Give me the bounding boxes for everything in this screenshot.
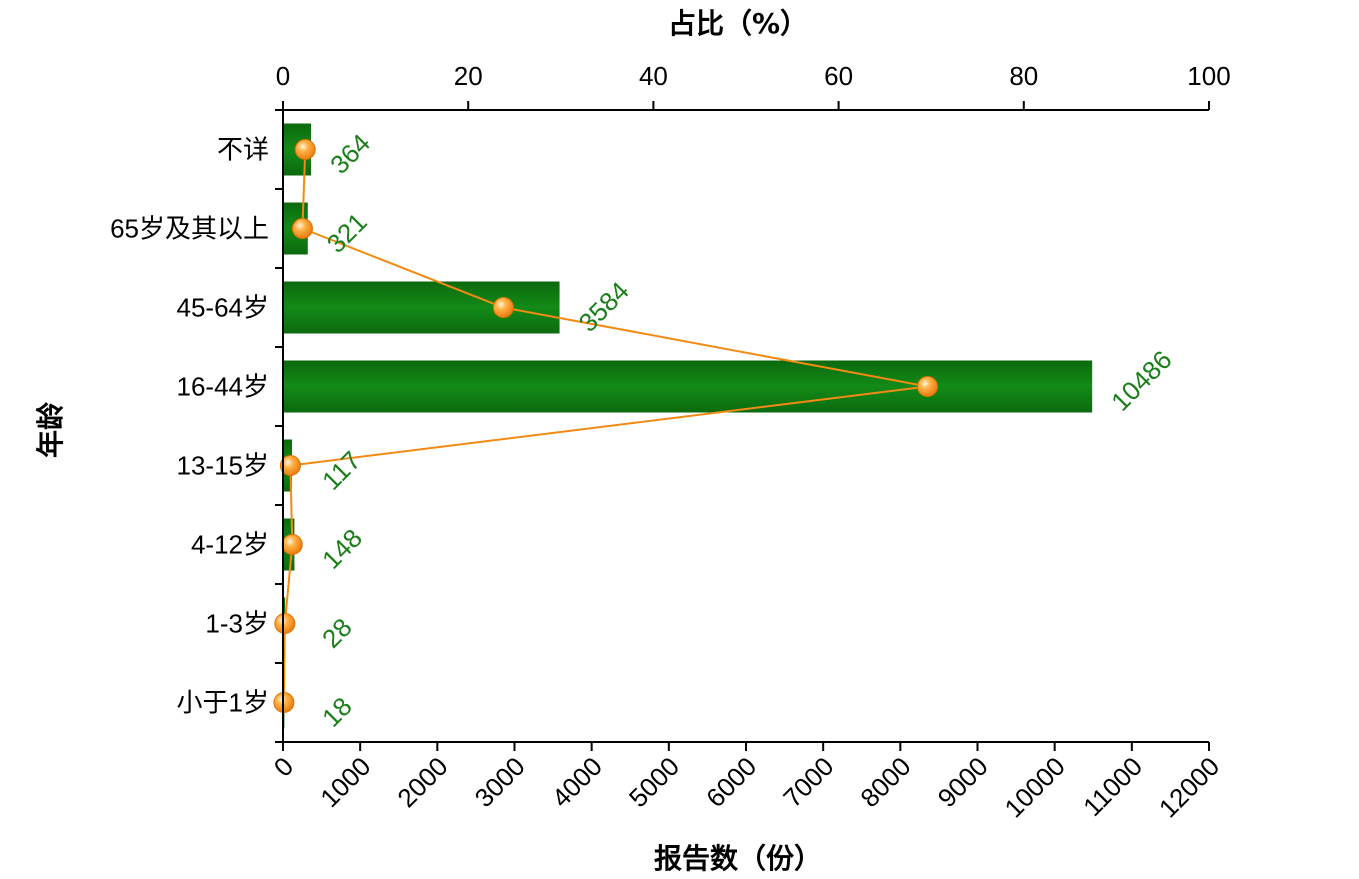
percent-marker-0 [294, 139, 316, 160]
data-label-5: 148 [316, 523, 368, 575]
category-label-5: 4-12岁 [191, 530, 269, 560]
data-label-4: 117 [316, 445, 367, 496]
percent-marker-3 [916, 376, 938, 397]
bottom-tick-label-11: 11000 [1077, 751, 1148, 822]
category-label-6: 1-3岁 [205, 609, 269, 639]
top-axis-title: 占比（%） [668, 7, 808, 40]
bars-layer [283, 123, 1093, 729]
category-label-0: 不详 [217, 135, 269, 165]
bottom-axis-title: 报告数（份） [654, 842, 822, 875]
percent-line [282, 149, 928, 703]
category-label-1: 65岁及其以上 [110, 214, 269, 244]
data-label-6: 28 [316, 612, 358, 654]
bottom-tick-label-12: 12000 [1153, 751, 1225, 823]
y-axis-title: 年龄 [34, 401, 67, 458]
data-label-2: 3584 [573, 276, 635, 338]
bottom-tick-label-6: 6000 [700, 751, 762, 813]
category-label-3: 16-44岁 [177, 372, 270, 402]
data-label-0: 364 [324, 128, 376, 180]
percent-marker-2 [492, 297, 514, 318]
bottom-tick-label-8: 8000 [854, 751, 916, 813]
percent-marker-1 [291, 218, 313, 239]
top-tick-label-3: 60 [824, 61, 853, 91]
bar-2 [283, 281, 560, 334]
bottom-tick-label-0: 0 [268, 751, 299, 782]
top-tick-label-0: 0 [276, 61, 290, 91]
percent-marker-4 [279, 455, 301, 476]
top-tick-label-1: 20 [454, 61, 483, 91]
percent-marker-5 [281, 534, 303, 555]
labels-layer: 364 321 3584 10486 117 148 28 18 [316, 128, 1178, 733]
data-label-7: 18 [316, 691, 358, 733]
category-label-7: 小于1岁 [177, 688, 269, 718]
top-tick-label-2: 40 [639, 61, 668, 91]
line-layer [273, 139, 938, 713]
top-tick-label-4: 80 [1009, 61, 1038, 91]
percent-marker-6 [274, 613, 296, 634]
category-label-2: 45-64岁 [177, 293, 270, 323]
bottom-tick-label-4: 4000 [546, 751, 608, 813]
data-label-1: 321 [321, 207, 373, 259]
category-label-4: 13-15岁 [177, 451, 270, 481]
data-label-3: 10486 [1105, 344, 1177, 416]
bottom-tick-label-7: 7000 [777, 751, 839, 813]
bottom-tick-label-3: 3000 [469, 751, 531, 813]
bottom-tick-label-2: 2000 [391, 751, 453, 813]
bottom-tick-label-10: 10000 [999, 751, 1071, 823]
bar-3 [283, 360, 1093, 413]
bottom-tick-label-1: 1000 [314, 751, 376, 813]
top-tick-label-5: 100 [1187, 61, 1230, 91]
bottom-tick-label-5: 5000 [623, 751, 685, 813]
bottom-tick-label-9: 9000 [932, 751, 994, 813]
